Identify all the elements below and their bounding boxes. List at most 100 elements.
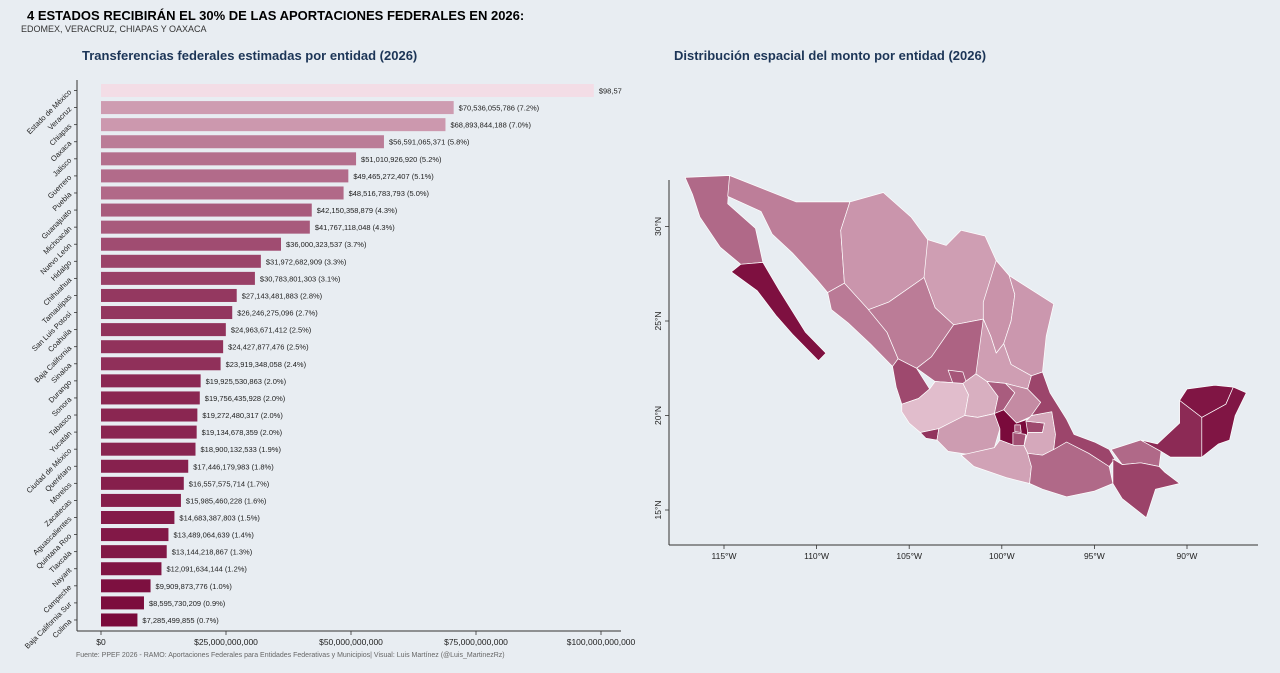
bar-value-label: $14,683,387,803 (1.5%) [179,514,260,523]
state-jalisco [901,381,969,433]
x-tick-label: $0 [96,637,106,647]
bar [101,118,446,132]
state-coahuila [923,229,1010,326]
bar-value-label: $42,150,358,879 (4.3%) [317,206,398,215]
bar-value-label: $68,893,844,188 (7.0%) [450,121,531,130]
bar-value-label: $13,144,218,867 (1.3%) [172,548,253,557]
main-title: 4 ESTADOS RECIBIRÁN EL 30% DE LAS APORTA… [27,8,525,23]
state-tamaulipas [1003,275,1055,377]
subtitle: EDOMEX, VERACRUZ, CHIAPAS Y OAXACA [21,24,207,34]
bar [101,442,196,456]
state-ciudad-de-mexico [1014,424,1022,433]
map-y-tick-label: 25°N [653,312,663,331]
bar-value-label: $36,000,323,537 (3.7%) [286,240,367,249]
bar-value-label: $17,446,179,983 (1.8%) [193,462,274,471]
bar [101,562,162,576]
state-tabasco [1110,439,1162,467]
state-sinaloa [827,282,899,367]
state-estado-de-mexico [994,409,1029,447]
bar [101,511,175,524]
bar-value-label: $24,963,671,412 (2.5%) [231,326,312,335]
bar [101,323,226,337]
bar-value-label: $15,985,460,228 (1.6%) [186,496,267,505]
bar-value-label: $7,285,499,855 (0.7%) [142,616,219,625]
bar [101,288,237,302]
state-sonora [727,175,851,293]
state-nayarit [892,358,930,405]
map-x-tick-label: 90°W [1177,551,1198,561]
bar [101,84,594,97]
bar-value-label: $13,489,064,639 (1.4%) [173,531,254,540]
state-baja-california-sur [731,262,827,362]
bar [101,493,181,507]
state-michoacan [936,413,1001,456]
bar [101,271,255,285]
bar-value-label: $23,919,348,058 (2.4%) [226,360,307,369]
bar [101,135,384,149]
state-nuevo-leon [982,260,1016,354]
state-quintana-roo [1201,386,1247,458]
bar-value-label: $24,427,877,476 (2.5%) [228,343,309,352]
state-puebla [1023,411,1056,456]
state-queretaro [986,381,1016,414]
bar [101,459,189,473]
bar [101,374,201,388]
bar-chart-title: Transferencias federales estimadas por e… [82,48,418,63]
map-x-tick-label: 100°W [989,551,1015,561]
map-title: Distribución espacial del monto por enti… [674,48,987,63]
bar-value-label: $18,900,132,533 (1.9%) [201,445,282,454]
state-zacatecas [916,318,992,384]
bar [101,408,198,422]
state-morelos [1012,432,1027,447]
bar [101,579,151,593]
state-san-luis-potosi [975,318,1032,390]
state-chihuahua [840,192,947,311]
bar [101,340,224,354]
bar-value-label: $16,557,575,714 (1.7%) [189,479,270,488]
state-campeche [1140,400,1203,458]
map-y-tick-label: 20°N [653,406,663,425]
bar-value-label: $19,134,678,359 (2.0%) [202,428,283,437]
bar [101,528,169,542]
bar-value-label: $31,972,682,909 (3.3%) [266,257,347,266]
bar-value-label: $27,143,481,883 (2.8%) [242,291,323,300]
bar [101,203,312,217]
x-tick-label: $75,000,000,000 [444,637,508,647]
bar-value-label: $19,925,530,863 (2.0%) [206,377,287,386]
bar-value-label: $9,909,873,776 (1.0%) [156,582,233,591]
state-veracruz [1027,371,1116,467]
bar-value-label: $48,516,783,793 (5.0%) [349,189,430,198]
map-x-tick-label: 115°W [712,551,737,561]
state-guerrero [960,439,1032,484]
state-hidalgo [1003,383,1042,424]
bar [101,476,184,490]
bar-value-label: $41,767,118,048 (4.3%) [315,223,395,232]
bar-value-label: $56,591,065,371 (5.8%) [389,138,470,147]
source-footer: Fuente: PPEF 2026 - RAMO: Aportaciones F… [76,652,505,659]
state-tlaxcala [1025,420,1045,433]
state-oaxaca [1027,441,1114,498]
bar [101,596,144,610]
bar [101,306,233,320]
bar-value-label: $49,465,272,407 (5.1%) [353,172,434,181]
bar-value-label: $98,57 [599,87,622,96]
state-durango [868,277,954,369]
state-colima [919,428,940,441]
bar-value-label: $30,783,801,303 (3.1%) [260,274,341,283]
map-x-tick-label: 95°W [1084,551,1105,561]
bar-value-label: $19,756,435,928 (2.0%) [205,394,286,403]
bar [101,220,310,234]
bar [101,613,138,627]
bar [101,357,221,371]
map-x-tick-label: 110°W [804,551,829,561]
state-guanajuato [962,373,999,418]
x-tick-label: $100,000,000,000 [567,637,636,647]
bar [101,254,261,268]
bar-value-label: $8,595,730,209 (0.9%) [149,599,226,608]
x-tick-label: $50,000,000,000 [319,637,383,647]
map-y-tick-label: 15°N [653,501,663,520]
bar-value-label: $26,246,275,096 (2.7%) [237,309,318,318]
bar [101,545,167,559]
bar-value-label: $12,091,634,144 (1.2%) [166,565,247,574]
